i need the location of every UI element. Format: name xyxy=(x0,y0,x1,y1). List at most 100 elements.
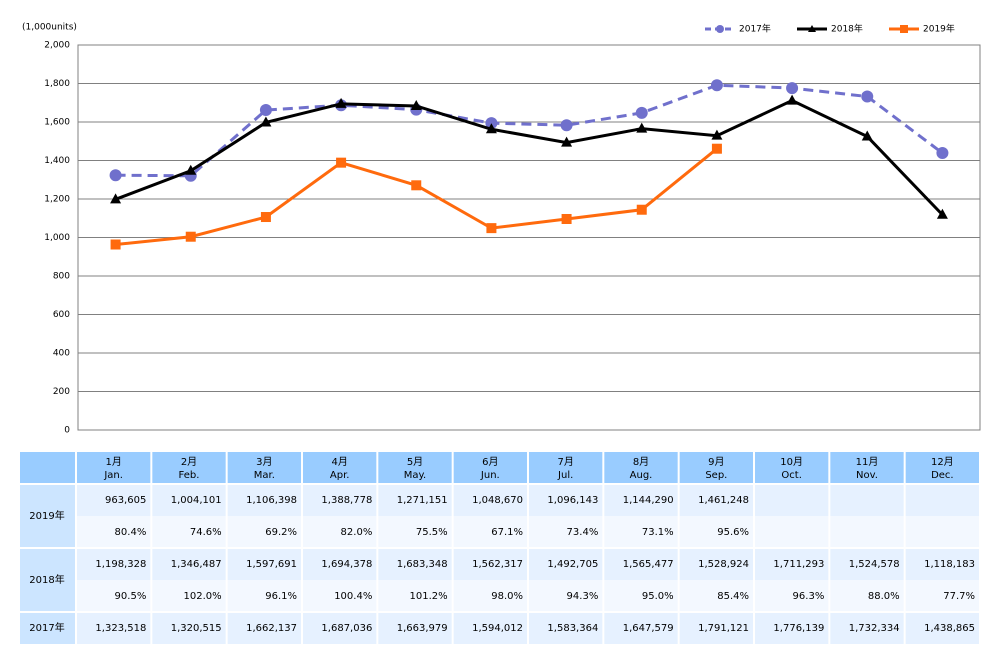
month-label: 12月 xyxy=(931,456,954,468)
units-cell: 1,687,036 xyxy=(321,623,372,634)
units-cell: 1,118,183 xyxy=(924,559,975,570)
ratio-cell: 77.7% xyxy=(943,591,975,602)
row-label-bg xyxy=(20,612,76,644)
month-label-en: Mar. xyxy=(254,470,275,481)
units-cell: 1,346,487 xyxy=(171,559,222,570)
units-cell: 1,320,515 xyxy=(171,623,222,634)
units-cell: 1,583,364 xyxy=(547,623,598,634)
series-marker xyxy=(259,104,272,117)
month-label: 11月 xyxy=(856,456,879,468)
series-marker xyxy=(411,180,422,191)
series-marker xyxy=(861,130,873,141)
series-line xyxy=(115,83,944,178)
units-cell: 1,694,378 xyxy=(321,559,372,570)
units-cell: 1,662,137 xyxy=(246,623,297,634)
month-label: 3月 xyxy=(256,456,272,468)
ratio-cell: 96.3% xyxy=(793,591,825,602)
units-cell: 1,663,979 xyxy=(397,623,448,634)
units-cell: 1,776,139 xyxy=(773,623,824,634)
month-label-en: Jul. xyxy=(557,470,573,481)
month-label-en: Jun. xyxy=(480,470,500,481)
series-marker xyxy=(336,157,347,168)
series-marker xyxy=(185,164,197,175)
month-label-en: Sep. xyxy=(705,470,727,481)
units-cell: 1,647,579 xyxy=(623,623,674,634)
ratio-cell: 67.1% xyxy=(491,527,523,538)
ratio-cell: 95.6% xyxy=(717,527,749,538)
ratio-cell: 101.2% xyxy=(410,591,448,602)
ratio-cell: 85.4% xyxy=(717,591,749,602)
series-marker xyxy=(485,117,498,130)
series-marker xyxy=(936,147,949,160)
ratio-cell: 82.0% xyxy=(341,527,373,538)
y-tick-label: 200 xyxy=(53,387,70,397)
month-label: 8月 xyxy=(633,456,649,468)
y-tick-label: 1,600 xyxy=(44,118,70,128)
ratio-cell: 98.0% xyxy=(491,591,523,602)
series-marker xyxy=(561,136,573,147)
month-label-en: Aug. xyxy=(630,470,653,481)
ratio-cell: 94.3% xyxy=(567,591,599,602)
ratio-cell: 100.4% xyxy=(334,591,372,602)
units-cell: 1,683,348 xyxy=(397,559,448,570)
month-label: 6月 xyxy=(482,456,498,468)
units-cell: 1,524,578 xyxy=(849,559,900,570)
ratio-cell: 74.6% xyxy=(190,527,222,538)
units-cell: 1,388,778 xyxy=(321,495,372,506)
series-marker xyxy=(109,169,122,182)
units-cell: 1,565,477 xyxy=(623,559,674,570)
y-tick-label: 1,200 xyxy=(44,195,70,205)
ratio-cell: 75.5% xyxy=(416,527,448,538)
row-label: 2017年 xyxy=(29,621,64,634)
ratio-cell: 90.5% xyxy=(115,591,147,602)
month-label: 1月 xyxy=(105,456,121,468)
legend-marker xyxy=(716,25,724,33)
month-label: 7月 xyxy=(557,456,573,468)
y-unit-label: (1,000units) xyxy=(22,23,77,33)
series-marker xyxy=(635,106,648,119)
month-label-en: Dec. xyxy=(931,470,954,481)
month-label-en: Jan. xyxy=(103,470,123,481)
y-tick-label: 1,400 xyxy=(44,156,70,166)
units-cell: 1,323,518 xyxy=(95,623,146,634)
units-cell: 1,096,143 xyxy=(547,495,598,506)
month-label-en: Feb. xyxy=(179,470,200,481)
ratio-cell: 73.4% xyxy=(567,527,599,538)
table-header-bg xyxy=(20,452,980,484)
row-label: 2018年 xyxy=(29,573,64,586)
legend-label: 2018年 xyxy=(831,23,863,35)
ratio-cell: 96.1% xyxy=(265,591,297,602)
units-cell: 1,732,334 xyxy=(849,623,900,634)
ratio-cell: 80.4% xyxy=(115,527,147,538)
series-marker xyxy=(636,204,647,215)
y-tick-label: 800 xyxy=(53,272,70,282)
series-marker xyxy=(185,231,196,242)
plot-frame xyxy=(77,44,981,431)
ratio-cell: 102.0% xyxy=(184,591,222,602)
series-marker xyxy=(561,213,572,224)
ratio-cell: 88.0% xyxy=(868,591,900,602)
series-marker xyxy=(636,122,648,133)
units-cell: 1,492,705 xyxy=(547,559,598,570)
month-label-en: Apr. xyxy=(330,470,350,481)
series-marker xyxy=(335,97,347,108)
units-cell: 1,438,865 xyxy=(924,623,975,634)
row-label-bg xyxy=(20,548,76,612)
ratio-cell: 95.0% xyxy=(642,591,674,602)
series-marker xyxy=(861,90,874,103)
series-marker xyxy=(786,82,799,95)
units-cell: 1,048,670 xyxy=(472,495,523,506)
y-tick-label: 400 xyxy=(53,349,70,359)
legend-label: 2017年 xyxy=(739,23,771,35)
units-cell: 1,597,691 xyxy=(246,559,297,570)
row-label-bg xyxy=(20,484,76,548)
series-marker xyxy=(110,193,122,204)
month-label-en: Oct. xyxy=(781,470,801,481)
month-label: 9月 xyxy=(708,456,724,468)
units-cell: 1,711,293 xyxy=(773,559,824,570)
units-cell: 1,562,317 xyxy=(472,559,523,570)
row-label: 2019年 xyxy=(29,509,64,522)
month-label: 4月 xyxy=(331,456,347,468)
units-cell: 1,528,924 xyxy=(698,559,749,570)
